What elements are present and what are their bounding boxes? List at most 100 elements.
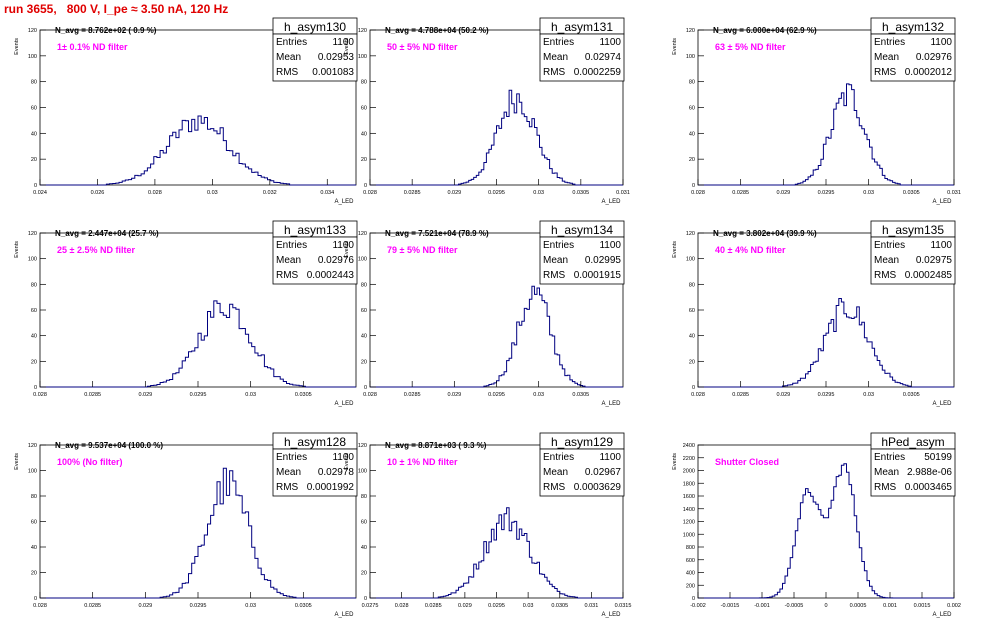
y-tick-label: 100 <box>686 257 695 263</box>
stats-value: 50199 <box>924 452 952 463</box>
x-tick-label: 0.03 <box>523 603 534 609</box>
x-tick-label: 0.0285 <box>732 392 749 398</box>
y-tick-label: 60 <box>31 106 37 112</box>
stats-label: RMS <box>276 482 299 493</box>
histogram-line <box>698 463 954 599</box>
stats-value: 0.0003629 <box>574 482 622 493</box>
histogram-name: h_asym133 <box>284 223 346 237</box>
y-tick-label: 20 <box>31 359 37 365</box>
y-tick-label: 200 <box>686 583 695 589</box>
x-tick-label: 0.028 <box>691 190 705 196</box>
stats-value: 2.988e-06 <box>907 467 952 478</box>
stats-label: Entries <box>276 452 307 463</box>
stats-value: 1100 <box>599 37 621 48</box>
x-axis-label: A_LED <box>932 401 952 407</box>
x-tick-label: 0.028 <box>691 392 705 398</box>
y-tick-label: 0 <box>34 183 37 189</box>
histogram-line <box>698 298 954 388</box>
histogram-name: h_asym134 <box>551 223 613 237</box>
histogram-pad-h_asym133: 0 20 40 60 80 100 120 0.028 0.0285 0.029 0.0295 0.0… <box>14 220 358 407</box>
x-tick-label: 0.03 <box>207 190 218 196</box>
y-tick-label: 40 <box>31 131 37 137</box>
x-tick-label: 0.0285 <box>404 190 421 196</box>
x-tick-label: 0.028 <box>395 603 409 609</box>
stats-value: 1100 <box>930 37 952 48</box>
y-tick-label: 80 <box>361 494 367 500</box>
x-tick-label: 0.0275 <box>362 603 379 609</box>
x-tick-label: 0.0305 <box>295 392 312 398</box>
y-tick-label: 120 <box>28 443 37 449</box>
filter-label: 25 ± 2.5% ND filter <box>57 245 135 255</box>
y-tick-label: 600 <box>686 558 695 564</box>
x-tick-label: -0.0015 <box>721 603 740 609</box>
y-tick-label: 100 <box>28 257 37 263</box>
y-tick-label: 60 <box>361 520 367 526</box>
stats-label: Mean <box>543 467 568 478</box>
y-axis-label: Events <box>14 38 20 55</box>
histogram-name: hPed_asym <box>881 435 944 449</box>
stats-box <box>539 33 625 82</box>
stats-value: 0.02953 <box>318 52 355 63</box>
filter-label: 63 ± 5% ND filter <box>715 42 786 52</box>
filter-label: 1± 0.1% ND filter <box>57 42 128 52</box>
stats-box <box>870 33 956 82</box>
stats-label: Entries <box>874 37 905 48</box>
stats-label: Entries <box>874 240 905 251</box>
x-tick-label: 0.0305 <box>903 190 920 196</box>
stats-label: Mean <box>276 467 301 478</box>
x-tick-label: 0.029 <box>447 190 461 196</box>
y-tick-label: 40 <box>361 545 367 551</box>
y-tick-label: 40 <box>361 131 367 137</box>
stats-value: 0.0001915 <box>574 270 622 281</box>
y-tick-label: 2200 <box>683 456 695 462</box>
x-tick-label: 0.0295 <box>818 392 835 398</box>
y-tick-label: 80 <box>31 80 37 86</box>
x-tick-label: 0.0015 <box>914 603 931 609</box>
y-tick-label: 1800 <box>683 481 695 487</box>
histogram-pad-h_asym128: 0 20 40 60 80 100 120 0.028 0.0285 0.029 0.0295 0.0… <box>14 432 358 618</box>
y-tick-label: 100 <box>358 257 367 263</box>
stats-value: 1100 <box>332 240 354 251</box>
y-tick-label: 20 <box>689 157 695 163</box>
stats-box <box>272 33 358 82</box>
histogram-line <box>370 285 623 388</box>
y-tick-label: 0 <box>692 183 695 189</box>
filter-label: 79 ± 5% ND filter <box>387 245 458 255</box>
y-tick-label: 60 <box>31 520 37 526</box>
stats-label: RMS <box>276 67 299 78</box>
stats-value: 0.0002259 <box>574 67 622 78</box>
y-tick-label: 60 <box>361 308 367 314</box>
y-tick-label: 80 <box>689 282 695 288</box>
navg-label: N_avg = 8.871e+03 ( 9.3 %) <box>385 441 487 450</box>
x-tick-label: 0.0295 <box>190 392 207 398</box>
filter-label: Shutter Closed <box>715 457 779 467</box>
y-tick-label: 100 <box>28 54 37 60</box>
x-axis-label: A_LED <box>601 199 621 205</box>
stats-label: Mean <box>276 255 301 266</box>
stats-value: 0.02967 <box>585 467 622 478</box>
x-tick-label: -0.001 <box>754 603 770 609</box>
x-tick-label: 0.0305 <box>551 603 568 609</box>
y-axis-label: Events <box>344 453 350 470</box>
x-tick-label: 0.031 <box>584 603 598 609</box>
y-tick-label: 0 <box>34 385 37 391</box>
stats-value: 0.02978 <box>318 467 355 478</box>
x-tick-label: 0.028 <box>363 392 377 398</box>
stats-value: 0.0001992 <box>307 482 355 493</box>
stats-value: 0.02974 <box>585 52 622 63</box>
navg-label: N_avg = 8.762e+02 ( 0.9 %) <box>55 26 157 35</box>
stats-value: 0.02976 <box>916 52 953 63</box>
histogram-name: h_asym129 <box>551 435 613 449</box>
x-tick-label: 0.032 <box>263 190 277 196</box>
navg-label: N_avg = 2.447e+04 (25.7 %) <box>55 229 159 238</box>
histogram-line <box>40 467 356 599</box>
y-tick-label: 100 <box>358 54 367 60</box>
y-tick-label: 0 <box>364 596 367 602</box>
y-axis-label: Events <box>14 453 20 470</box>
histogram-pad-h_asym129: 0 20 40 60 80 100 120 0.0275 0.028 0.0285 0.029 0.0… <box>344 432 631 618</box>
x-tick-label: 0.03 <box>863 392 874 398</box>
y-axis-label: Events <box>672 241 678 258</box>
stats-label: Entries <box>276 37 307 48</box>
y-tick-label: 20 <box>31 571 37 577</box>
